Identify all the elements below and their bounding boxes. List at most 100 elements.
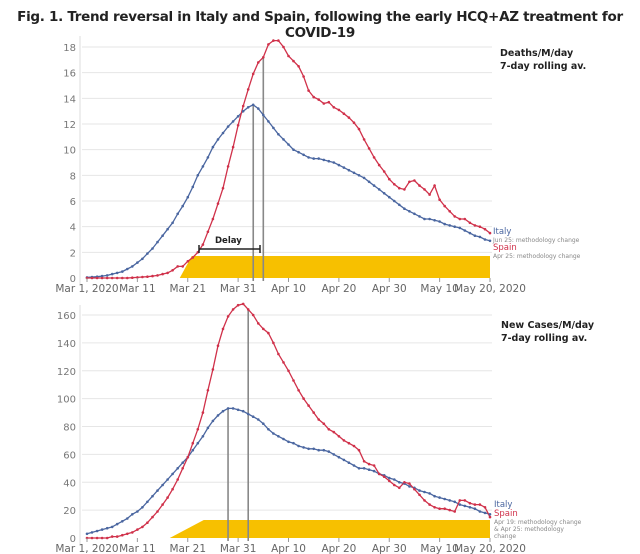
cases-point-spain	[453, 510, 457, 513]
deaths-point-spain	[372, 156, 376, 159]
deaths-x-tick-label: Apr 10	[271, 283, 306, 295]
cases-point-spain	[377, 472, 381, 476]
cases-point-spain	[221, 327, 225, 331]
cases-point-italy	[428, 492, 431, 495]
cases-point-italy	[488, 513, 492, 516]
cases-point-spain	[413, 487, 416, 491]
cases-point-italy	[332, 453, 336, 456]
deaths-point-spain	[287, 54, 290, 58]
deaths-point-spain	[272, 39, 275, 42]
deaths-point-italy	[231, 120, 235, 123]
cases-point-spain	[403, 481, 406, 484]
deaths-point-italy	[332, 161, 336, 164]
cases-point-italy	[352, 464, 356, 467]
deaths-peak-lines	[252, 57, 265, 281]
deaths-point-italy	[277, 133, 280, 136]
deaths-point-italy	[317, 157, 321, 160]
cases-point-italy	[423, 490, 426, 494]
deaths-point-italy	[171, 221, 174, 225]
deaths-point-spain	[362, 138, 366, 141]
deaths-point-spain	[382, 170, 386, 173]
deaths-point-italy	[433, 219, 436, 222]
deaths-point-spain	[151, 274, 154, 278]
cases-point-spain	[282, 361, 285, 364]
deaths-point-italy	[211, 145, 215, 149]
deaths-point-italy	[403, 207, 406, 210]
deaths-point-spain	[181, 265, 184, 268]
cases-point-spain	[166, 496, 169, 499]
deaths-y-tick-label: 16	[63, 69, 76, 80]
cases-point-spain	[342, 439, 346, 442]
cases-point-italy	[418, 489, 421, 492]
cases-legend-spain-note-2: & Apr 25: methodology	[494, 526, 564, 533]
deaths-point-spain	[463, 217, 467, 221]
deaths-point-spain	[347, 116, 351, 119]
cases-y-tick-label: 160	[57, 311, 76, 322]
deaths-series-points	[85, 39, 492, 280]
deaths-point-spain	[367, 147, 371, 150]
cases-point-italy	[100, 528, 104, 531]
cases-x-tick-label: Apr 10	[271, 543, 306, 554]
cases-point-spain	[115, 535, 119, 538]
deaths-point-spain	[176, 265, 179, 268]
deaths-point-spain	[408, 180, 411, 184]
deaths-point-italy	[121, 270, 124, 273]
cases-point-spain	[277, 352, 280, 356]
deaths-point-spain	[221, 186, 225, 190]
deaths-point-spain	[312, 95, 316, 99]
cases-legend-spain-note-3: change	[494, 533, 516, 540]
cases-point-italy	[433, 494, 436, 498]
cases-legend-spain-note-1: Apr 19: methodology change	[494, 519, 582, 526]
deaths-point-spain	[206, 230, 210, 234]
deaths-point-spain	[262, 56, 265, 59]
cases-point-italy	[292, 441, 295, 445]
cases-point-italy	[468, 506, 472, 509]
cases-point-italy	[85, 532, 89, 536]
cases-point-italy	[161, 483, 164, 487]
deaths-point-italy	[156, 240, 159, 244]
cases-y-tick-label: 140	[57, 339, 76, 350]
deaths-point-italy	[443, 222, 447, 226]
cases-y-tick-label: 20	[63, 506, 76, 517]
cases-point-italy	[196, 441, 200, 445]
deaths-point-spain	[428, 193, 431, 196]
deaths-point-italy	[262, 113, 265, 117]
deaths-point-spain	[322, 102, 326, 105]
cases-point-italy	[443, 497, 447, 501]
delay-label: Delay	[215, 236, 242, 246]
deaths-point-spain	[448, 210, 452, 213]
cases-point-spain	[287, 369, 290, 373]
cases-point-spain	[272, 341, 275, 345]
deaths-point-italy	[382, 192, 386, 195]
cases-gridlines	[79, 305, 492, 544]
deaths-point-spain	[398, 186, 401, 190]
deaths-point-italy	[372, 184, 376, 187]
deaths-point-italy	[418, 215, 421, 218]
deaths-point-italy	[388, 195, 391, 199]
deaths-point-spain	[241, 104, 245, 108]
cases-point-italy	[216, 414, 220, 417]
deaths-point-italy	[362, 176, 366, 180]
cases-point-italy	[201, 435, 205, 438]
cases-peak-lines	[227, 309, 249, 541]
cases-point-italy	[327, 450, 331, 453]
cases-point-spain	[357, 448, 361, 452]
deaths-point-spain	[413, 179, 416, 182]
cases-point-italy	[362, 467, 366, 470]
cases-point-italy	[181, 461, 184, 465]
deaths-point-spain	[216, 202, 220, 205]
deaths-point-spain	[211, 217, 215, 221]
deaths-point-spain	[292, 59, 295, 63]
deaths-series-lines	[86, 39, 491, 279]
cases-point-italy	[231, 407, 235, 410]
cases-point-italy	[438, 496, 441, 499]
deaths-point-italy	[216, 138, 220, 141]
cases-point-spain	[327, 428, 331, 431]
deaths-point-spain	[277, 39, 280, 42]
cases-point-spain	[347, 441, 351, 445]
cases-treatment-band-shape	[169, 520, 490, 538]
deaths-point-italy	[428, 217, 431, 221]
cases-point-spain	[257, 322, 260, 325]
cases-metric-title: New Cases/M/day	[501, 320, 595, 331]
